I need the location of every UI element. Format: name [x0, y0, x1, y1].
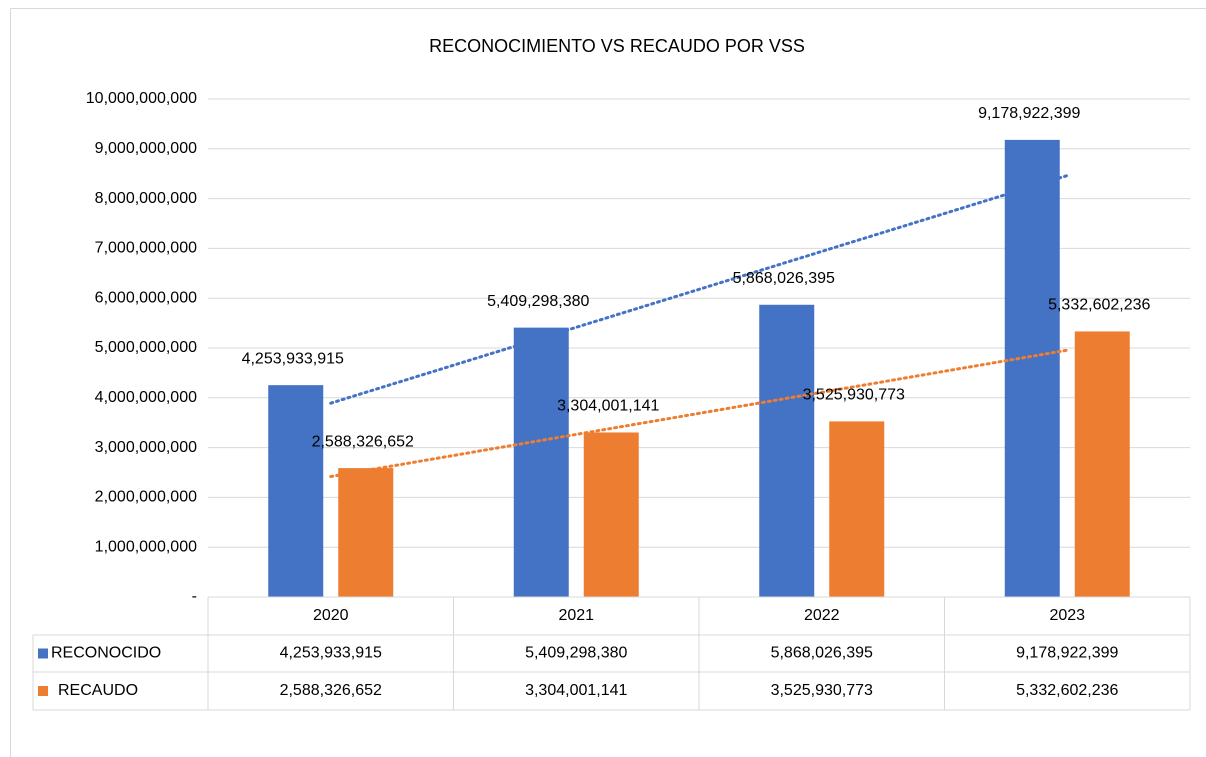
table-cell: 5,868,026,395: [771, 645, 873, 662]
legend-key: [38, 686, 48, 696]
y-tick-label: 3,000,000,000: [95, 439, 197, 456]
table-cell: 2,588,326,652: [280, 682, 382, 699]
y-tick-label: 9,000,000,000: [95, 140, 197, 157]
data-label: 5,409,298,380: [487, 293, 589, 310]
table-cell: 3,304,001,141: [525, 682, 627, 699]
bar: [759, 304, 815, 597]
y-tick-label: 5,000,000,000: [95, 339, 197, 356]
data-label: 3,304,001,141: [557, 398, 659, 415]
legend-label: RECAUDO: [58, 682, 138, 699]
legend-label: RECONOCIDO: [51, 645, 161, 662]
y-tick-label: 2,000,000,000: [95, 489, 197, 506]
y-tick-label: -: [192, 588, 197, 605]
table-cell: 5,332,602,236: [1016, 682, 1118, 699]
table-cell: 5,409,298,380: [525, 645, 627, 662]
data-label: 9,178,922,399: [978, 105, 1080, 122]
y-tick-label: 8,000,000,000: [95, 190, 197, 207]
legend-key: [38, 648, 48, 659]
table-cell: 9,178,922,399: [1016, 645, 1118, 662]
bar: [338, 468, 394, 597]
y-tick-label: 10,000,000,000: [86, 90, 197, 107]
table-cell: 3,525,930,773: [771, 682, 873, 699]
y-tick-label: 7,000,000,000: [95, 240, 197, 257]
data-label: 2,588,326,652: [312, 433, 414, 450]
y-tick-label: 4,000,000,000: [95, 389, 197, 406]
y-tick-label: 1,000,000,000: [95, 538, 197, 555]
bar: [1004, 139, 1060, 598]
x-tick-label: 2020: [313, 607, 349, 624]
bar: [268, 385, 324, 597]
data-label: 4,253,933,915: [242, 350, 344, 367]
trendline: [329, 348, 1069, 479]
bar: [1074, 331, 1130, 597]
bar: [829, 421, 885, 597]
x-tick-label: 2022: [804, 607, 840, 624]
x-tick-label: 2021: [558, 607, 594, 624]
data-label: 3,525,930,773: [803, 387, 905, 404]
trendline: [329, 174, 1069, 405]
data-label: 5,332,602,236: [1048, 297, 1150, 314]
x-tick-label: 2023: [1049, 607, 1085, 624]
y-tick-label: 6,000,000,000: [95, 289, 197, 306]
bar: [583, 432, 639, 597]
data-label: 5,868,026,395: [733, 270, 835, 287]
table-cell: 4,253,933,915: [280, 645, 382, 662]
bar: [513, 327, 569, 597]
chart-title: RECONOCIMIENTO VS RECAUDO POR VSS: [429, 36, 805, 56]
